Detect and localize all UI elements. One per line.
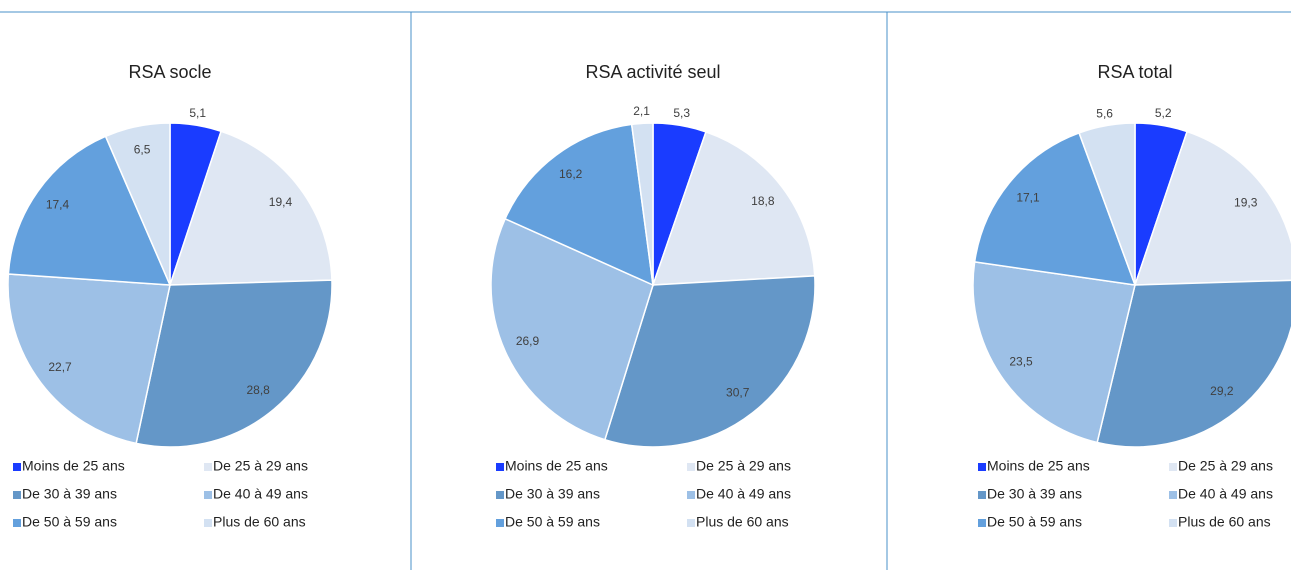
legend-swatch [687, 491, 695, 499]
pie-slice [1133, 130, 1291, 286]
legend-label: De 50 à 59 ans [22, 514, 117, 530]
legend-swatch [687, 519, 695, 527]
data-label: 26,9 [516, 334, 540, 348]
chart-title: RSA socle [128, 62, 211, 82]
legend-label: De 30 à 39 ans [22, 486, 117, 502]
pie-slice [104, 122, 171, 286]
pie-slice [7, 273, 171, 445]
legend-swatch [496, 463, 504, 471]
pie-slice [504, 123, 654, 287]
pie-slice [630, 122, 654, 286]
legend-label: Plus de 60 ans [213, 514, 306, 530]
legend-swatch [496, 491, 504, 499]
legend-swatch [13, 519, 21, 527]
chart-title: RSA activité seul [585, 62, 720, 82]
legend-label: De 25 à 29 ans [696, 458, 791, 474]
data-label: 28,8 [247, 383, 271, 397]
data-label: 23,5 [1009, 354, 1033, 368]
legend-swatch [978, 463, 986, 471]
data-label: 17,1 [1016, 190, 1040, 204]
legend-swatch [204, 491, 212, 499]
data-label: 19,4 [269, 195, 293, 209]
legend-label: De 30 à 39 ans [987, 486, 1082, 502]
legend-swatch [1169, 519, 1177, 527]
legend-label: De 50 à 59 ans [505, 514, 600, 530]
legend-label: Moins de 25 ans [505, 458, 608, 474]
data-label: 29,2 [1210, 384, 1234, 398]
legend-swatch [204, 519, 212, 527]
chart-title: RSA total [1097, 62, 1172, 82]
data-label: 5,1 [189, 106, 206, 120]
pie-slice [972, 261, 1136, 444]
data-label: 5,6 [1096, 107, 1113, 121]
data-label: 16,2 [559, 167, 583, 181]
pie-slice [168, 130, 333, 286]
legend-swatch [496, 519, 504, 527]
data-label: 5,2 [1155, 106, 1172, 120]
legend-label: Plus de 60 ans [1178, 514, 1271, 530]
legend-swatch [978, 519, 986, 527]
legend-label: Moins de 25 ans [987, 458, 1090, 474]
legend-label: Moins de 25 ans [22, 458, 125, 474]
pie-slice [7, 135, 172, 286]
legend-swatch [204, 463, 212, 471]
legend-label: De 40 à 49 ans [696, 486, 791, 502]
legend-swatch [978, 491, 986, 499]
legend-swatch [1169, 491, 1177, 499]
data-label: 6,5 [134, 142, 151, 156]
data-label: 2,1 [633, 104, 650, 118]
data-label: 5,3 [673, 106, 690, 120]
data-label: 19,3 [1234, 195, 1258, 209]
pie-slice [135, 279, 333, 448]
pie-slice [651, 130, 816, 286]
pie-slice [1078, 122, 1136, 286]
legend-label: De 25 à 29 ans [1178, 458, 1273, 474]
data-label: 17,4 [46, 198, 70, 212]
legend-label: De 50 à 59 ans [987, 514, 1082, 530]
data-label: 30,7 [726, 386, 750, 400]
pie-slice [973, 131, 1137, 286]
legend-label: De 40 à 49 ans [213, 486, 308, 502]
legend-swatch [687, 463, 695, 471]
legend-swatch [13, 491, 21, 499]
pie-slice [1096, 279, 1291, 448]
pie-slice [603, 275, 816, 448]
legend-swatch [1169, 463, 1177, 471]
legend-label: De 30 à 39 ans [505, 486, 600, 502]
data-label: 22,7 [48, 360, 72, 374]
legend-label: De 40 à 49 ans [1178, 486, 1273, 502]
legend-label: De 25 à 29 ans [213, 458, 308, 474]
legend-swatch [13, 463, 21, 471]
data-label: 18,8 [751, 194, 775, 208]
pie-slice [490, 217, 654, 441]
legend-label: Plus de 60 ans [696, 514, 789, 530]
